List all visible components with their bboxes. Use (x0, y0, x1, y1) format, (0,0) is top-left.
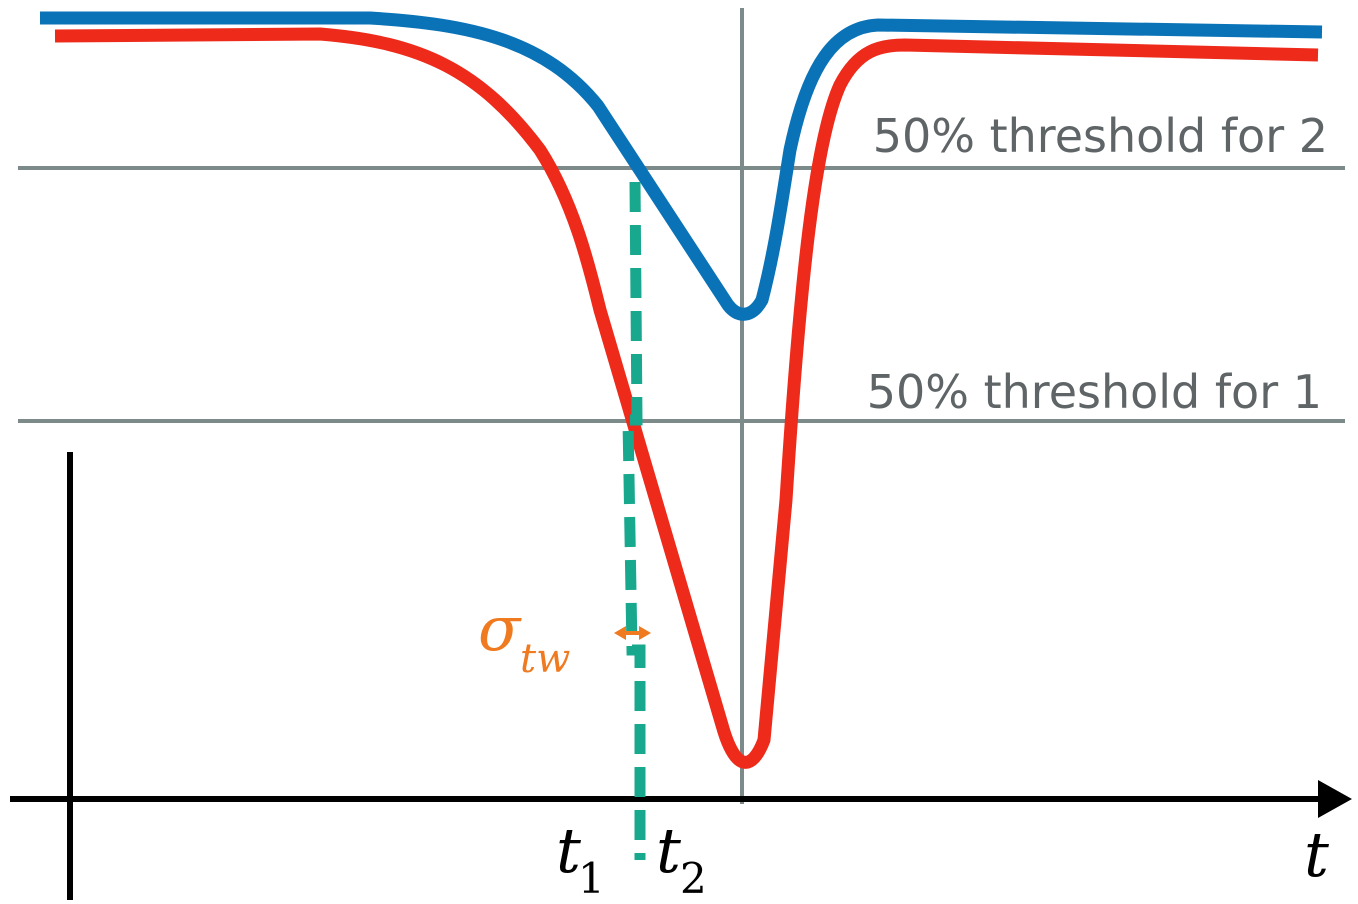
sigma-tw-label: σ tw (478, 592, 570, 682)
threshold-1-label: 50% threshold for 1 (867, 365, 1322, 419)
sigma-symbol: σ (478, 592, 522, 665)
signal-2-curve (40, 11, 1323, 321)
t1-label: t 1 (556, 814, 605, 903)
time-walk-dashed-marker (622, 181, 646, 860)
x-axis-label: t (1304, 818, 1329, 891)
x-axis-arrowhead (1318, 780, 1352, 818)
t2-label: t 2 (656, 814, 707, 903)
sigma-subscript: tw (520, 636, 570, 682)
signal-1-curve (54, 27, 1319, 769)
threshold-2-label: 50% threshold for 2 (873, 109, 1328, 163)
t2-subscript: 2 (680, 854, 707, 903)
t1-base: t (556, 814, 581, 887)
sigma-tw-arrow (614, 626, 651, 640)
t2-base: t (656, 814, 681, 887)
t1-subscript: 1 (578, 854, 605, 903)
